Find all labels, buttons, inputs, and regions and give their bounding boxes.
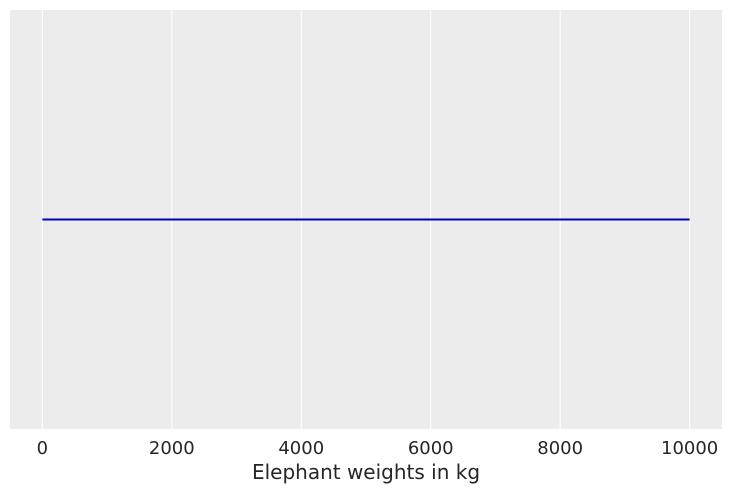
x-tick-label: 2000	[149, 438, 195, 459]
x-tick-label: 8000	[537, 438, 583, 459]
x-tick-label: 6000	[408, 438, 454, 459]
x-tick-label: 10000	[661, 438, 718, 459]
x-axis-label: Elephant weights in kg	[252, 460, 480, 484]
x-tick-labels: 0 2000 4000 6000 8000 10000	[37, 438, 719, 459]
x-tick-label: 4000	[278, 438, 324, 459]
x-tick-label: 0	[37, 438, 48, 459]
